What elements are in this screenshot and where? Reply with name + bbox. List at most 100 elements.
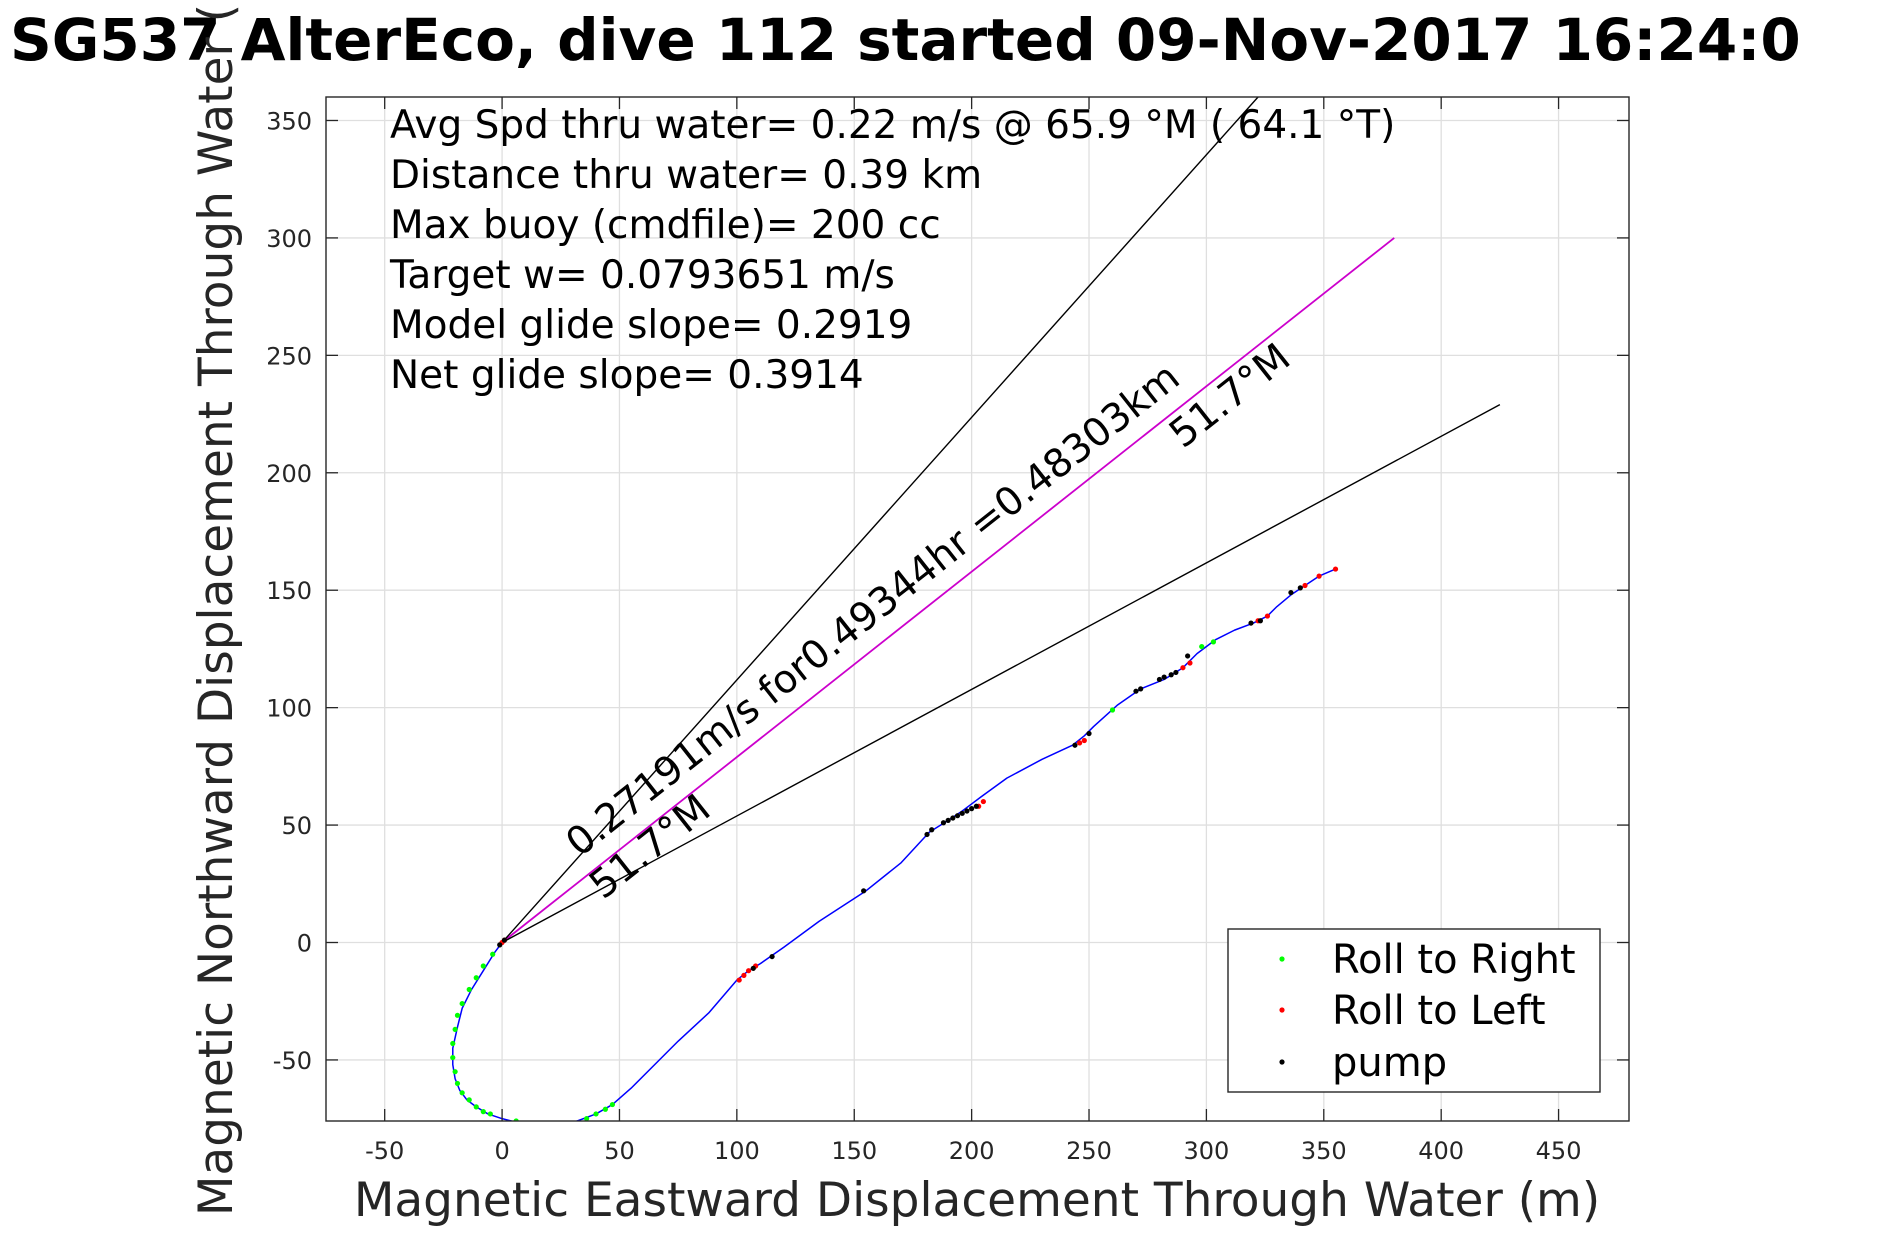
pump-point: [1161, 674, 1167, 680]
pump-point: [950, 815, 956, 821]
axes-frame: [325, 96, 1630, 1122]
x-tick-label: -50: [365, 1137, 404, 1165]
pump-point: [959, 810, 965, 816]
roll-right-point: [584, 1116, 590, 1121]
stat-line: Distance thru water= 0.39 km: [390, 153, 982, 198]
pump-point: [1168, 672, 1174, 678]
x-tick-label: 450: [1536, 1137, 1582, 1165]
roll-right-point: [452, 1069, 458, 1075]
stat-line: Max buoy (cmdfile)= 200 cc: [390, 203, 941, 248]
y-tick-label: 0: [297, 930, 312, 958]
y-tick-label: 50: [281, 812, 312, 840]
pump-point: [497, 942, 503, 948]
chart-title: SG537 AlterEco, dive 112 started 09-Nov-…: [10, 6, 1801, 74]
roll-right-point: [454, 1012, 461, 1018]
line-cone-lower: [501, 404, 1501, 944]
y-tick-label: 150: [266, 577, 312, 605]
roll-right-point: [609, 1101, 616, 1108]
y-tick-label: -50: [273, 1047, 312, 1075]
roll-left-point: [1077, 740, 1083, 746]
pump-point: [1173, 669, 1179, 676]
pump-point: [940, 820, 947, 826]
stat-line: Target w= 0.0793651 m/s: [389, 253, 895, 298]
roll-right-point: [466, 986, 472, 993]
legend-marker-pump: [1279, 1059, 1285, 1065]
roll-left-point: [1187, 660, 1193, 666]
x-tick-label: 350: [1301, 1137, 1347, 1165]
pump-point: [929, 827, 935, 833]
track-line: [452, 568, 1336, 1121]
legend-box: [1227, 928, 1601, 1093]
roll-right-point: [450, 1054, 456, 1061]
roll-right-point: [1109, 707, 1116, 713]
roll-right-point: [1210, 639, 1217, 645]
pump-point: [973, 803, 979, 809]
stats-panel: Avg Spd thru water= 0.22 m/s @ 65.9 °M (…: [389, 103, 1395, 398]
roll-right-point: [480, 963, 486, 969]
roll-left-point: [1332, 566, 1339, 572]
roll-left-point: [1302, 582, 1308, 589]
x-tick-label: 150: [831, 1137, 877, 1165]
roll-left-point: [1081, 737, 1087, 744]
pump-point: [750, 965, 756, 971]
x-tick-label: 0: [494, 1137, 509, 1165]
roll-right-point: [480, 1109, 486, 1115]
roll-right-point: [466, 1097, 472, 1103]
pump-point: [969, 806, 975, 812]
pump-point: [1156, 676, 1163, 683]
stat-line: Net glide slope= 0.3914: [390, 353, 864, 398]
roll-left-point: [1316, 573, 1322, 579]
legend: Roll to Right Roll to Left pump: [1227, 928, 1601, 1093]
roll-right-point: [452, 1026, 458, 1033]
pump-point: [945, 817, 951, 823]
x-tick-label: 400: [1418, 1137, 1464, 1165]
pump-point: [1297, 585, 1303, 591]
x-tick-label: 200: [949, 1137, 995, 1165]
roll-right-point: [473, 1104, 479, 1110]
pump-point: [861, 888, 867, 894]
roll-right-point: [459, 1090, 465, 1096]
x-axis-label: Magnetic Eastward Displacement Through W…: [354, 1173, 1600, 1228]
pump-point: [1133, 688, 1139, 694]
line-cone-upper: [501, 97, 1259, 943]
pump-point: [1072, 742, 1078, 748]
roll-right-point: [459, 1000, 465, 1007]
x-tick-label: 50: [604, 1137, 635, 1165]
legend-entry-roll-left: Roll to Left: [1332, 988, 1546, 1034]
roll-right-point: [454, 1080, 461, 1087]
pump-point: [1086, 730, 1092, 737]
roll-left-point: [980, 798, 986, 805]
pump-point: [964, 808, 970, 814]
roll-left-point: [1264, 613, 1271, 619]
roll-left-point: [1180, 665, 1186, 671]
line-heading: [501, 237, 1395, 944]
data-layer: [450, 97, 1501, 1121]
pump-point: [1248, 620, 1254, 626]
ticks: -50 0 50 100 150 200 250 300 350 400 450 -50 0 50 100 1…: [266, 97, 1629, 1165]
y-tick-label: 300: [266, 225, 312, 253]
pump-point: [1257, 618, 1264, 624]
grid: [326, 97, 1629, 1121]
roll-right-point: [473, 975, 479, 981]
y-tick-label: 100: [266, 695, 312, 723]
stat-line: Model glide slope= 0.2919: [390, 303, 912, 348]
roll-right-point: [602, 1106, 608, 1112]
stat-line: Avg Spd thru water= 0.22 m/s @ 65.9 °M (…: [390, 103, 1395, 148]
pump-point: [769, 953, 775, 960]
roll-left-point: [741, 972, 747, 978]
pump-point: [1185, 653, 1191, 659]
roll-left-point: [745, 968, 752, 974]
y-tick-label: 350: [266, 107, 312, 135]
x-tick-label: 100: [714, 1137, 760, 1165]
pump-point: [501, 937, 508, 943]
legend-entry-pump: pump: [1332, 1040, 1447, 1086]
roll-left-point: [736, 977, 742, 983]
legend-entry-roll-right: Roll to Right: [1332, 937, 1576, 983]
y-axis-label: Magnetic Northward Displacement Through …: [189, 4, 244, 1216]
x-tick-label: 300: [1183, 1137, 1229, 1165]
roll-right-point: [1199, 643, 1205, 650]
x-tick-label: 250: [1066, 1137, 1112, 1165]
pump-point: [924, 831, 930, 838]
roll-right-point: [593, 1111, 599, 1117]
